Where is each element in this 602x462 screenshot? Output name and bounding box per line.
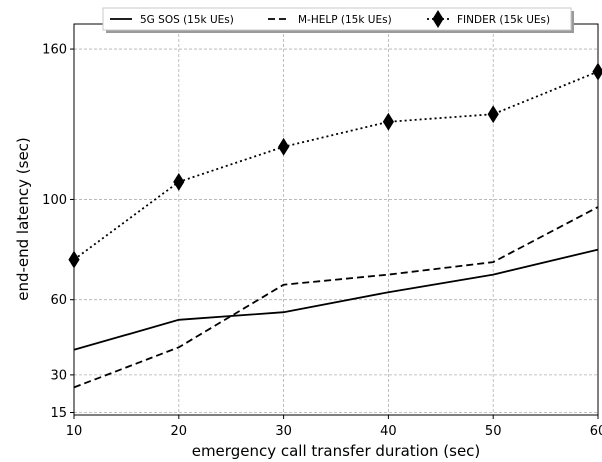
data-point-marker (278, 137, 290, 156)
y-tick-label: 60 (50, 293, 67, 308)
y-tick-label: 100 (42, 193, 67, 208)
y-tick-label: 160 (42, 43, 67, 58)
series-line-3 (73, 70, 599, 261)
legend-marker (432, 10, 444, 28)
series-line-1 (73, 248, 599, 351)
series-line-2 (73, 206, 599, 389)
legend-entry-label: FINDER (15k UEs) (457, 14, 550, 26)
x-tick-label: 60 (590, 424, 602, 439)
series-layer (68, 62, 602, 389)
x-tick-label: 50 (485, 424, 502, 439)
grid-layer (73, 24, 599, 415)
legend-box (102, 7, 572, 31)
legend-entry-label: M-HELP (15k UEs) (298, 14, 392, 26)
y-tick-label: 15 (50, 406, 67, 421)
plot-frame (73, 23, 599, 416)
legend-entry-label: 5G SOS (15k UEs) (140, 14, 234, 26)
x-tick-label: 20 (171, 424, 188, 439)
y-axis-label: end-end latency (sec) (14, 137, 32, 301)
x-tick-label: 30 (275, 424, 292, 439)
data-point-marker (487, 105, 499, 124)
x-tick-label: 10 (66, 424, 83, 439)
legend: 5G SOS (15k UEs) M-HELP (15k UEs) FINDER (… (102, 7, 574, 33)
x-axis-label: emergency call transfer duration (sec) (192, 442, 481, 460)
x-tick-label: 40 (380, 424, 397, 439)
y-tick-label: 30 (50, 368, 67, 383)
data-point-marker (382, 112, 394, 131)
tick-layer: 10 20 30 40 50 60 15 30 60 100 160 (42, 43, 602, 439)
data-point-marker (173, 172, 185, 191)
